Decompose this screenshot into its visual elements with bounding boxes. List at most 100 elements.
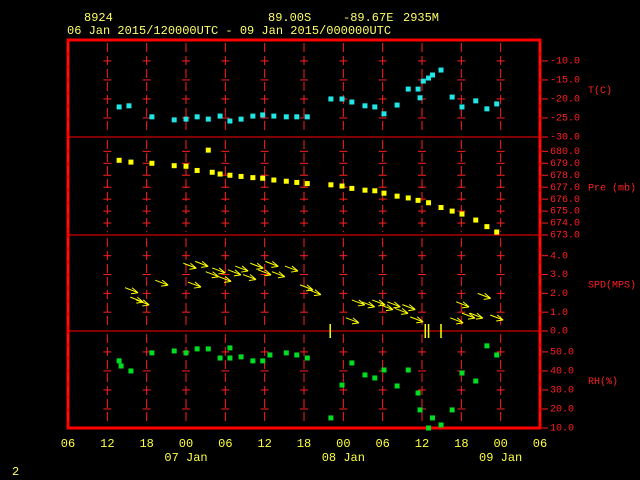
x-tick-label: 06 (61, 437, 75, 451)
wind-arrow (450, 317, 464, 325)
point (381, 190, 387, 196)
wind-arrow (307, 289, 322, 297)
y-tick-label: 680.0 (550, 147, 580, 158)
point (494, 229, 500, 235)
point (304, 114, 310, 120)
point (405, 195, 411, 201)
point (194, 167, 200, 173)
y-tick-label: 1.0 (550, 308, 568, 319)
point (328, 182, 334, 188)
point (438, 422, 444, 428)
point (205, 346, 211, 352)
station-id: 8924 (84, 11, 113, 25)
y-tick-label: 674.0 (550, 219, 580, 230)
point (415, 390, 421, 396)
point (328, 96, 334, 102)
point (283, 178, 289, 184)
longitude: -89.67E (343, 11, 393, 25)
y-tick-label: -20.0 (550, 95, 580, 106)
point (227, 355, 233, 361)
point (128, 368, 134, 374)
point (238, 354, 244, 360)
x-tick-label: 06 (375, 437, 389, 451)
point (171, 163, 177, 169)
wind-arrow (361, 301, 376, 309)
wind-arrow (394, 307, 409, 315)
point (484, 106, 490, 112)
y-tick-label: 20.0 (550, 405, 574, 416)
point (405, 86, 411, 92)
y-tick-label: 2.0 (550, 289, 568, 300)
point (209, 169, 215, 175)
point (339, 96, 345, 102)
point (339, 183, 345, 189)
x-tick-label: 18 (139, 437, 153, 451)
point (283, 114, 289, 120)
point (250, 175, 256, 181)
point (394, 383, 400, 389)
point (149, 114, 155, 120)
point (116, 358, 122, 364)
point (304, 355, 310, 361)
point (372, 375, 378, 381)
y-tick-label: 673.0 (550, 231, 580, 242)
x-tick-label: 12 (415, 437, 429, 451)
point (238, 173, 244, 179)
point (473, 378, 479, 384)
point (449, 94, 455, 100)
y-tick-label: -30.0 (550, 133, 580, 144)
point (328, 415, 334, 421)
wind-arrow (242, 274, 257, 282)
y-tick-label: 30.0 (550, 386, 574, 397)
period: 06 Jan 2015/120000UTC - 09 Jan 2015/0000… (67, 24, 391, 38)
point (426, 200, 432, 206)
point (339, 382, 345, 388)
wind-arrow (469, 312, 484, 320)
y-axis-label: RH(%) (588, 376, 618, 388)
y-tick-label: 679.0 (550, 159, 580, 170)
point (194, 114, 200, 120)
point (250, 358, 256, 364)
point (205, 116, 211, 122)
point (205, 147, 211, 153)
wind-arrow (124, 287, 139, 295)
point (426, 75, 432, 81)
wind-arrow (217, 275, 232, 283)
latitude: 89.00S (268, 11, 311, 25)
point (294, 114, 300, 120)
point (420, 78, 426, 84)
elevation: 2935M (403, 11, 439, 25)
point (126, 103, 132, 109)
x-tick-label: 00 (179, 437, 193, 451)
y-tick-label: 675.0 (550, 207, 580, 218)
point (217, 355, 223, 361)
point (227, 118, 233, 124)
point (449, 407, 455, 413)
point (116, 157, 122, 163)
y-tick-label: 10.0 (550, 424, 574, 435)
point (294, 179, 300, 185)
wind-arrow (250, 262, 264, 270)
point (116, 104, 122, 110)
point (417, 95, 423, 101)
point (381, 111, 387, 117)
point (183, 116, 189, 122)
point (429, 415, 435, 421)
wind-arrow (299, 284, 314, 292)
y-axis-label: Pre (mb) (588, 183, 636, 195)
point (349, 99, 355, 105)
point (449, 208, 455, 214)
point (171, 348, 177, 354)
wind-arrow (284, 265, 299, 273)
day-label: 08 Jan (322, 451, 365, 465)
point (381, 367, 387, 373)
point (294, 352, 300, 358)
point (362, 372, 368, 378)
y-tick-label: 40.0 (550, 367, 574, 378)
point (283, 350, 289, 356)
point (149, 350, 155, 356)
wind-arrow (194, 260, 209, 268)
point (227, 345, 233, 351)
point (394, 193, 400, 199)
